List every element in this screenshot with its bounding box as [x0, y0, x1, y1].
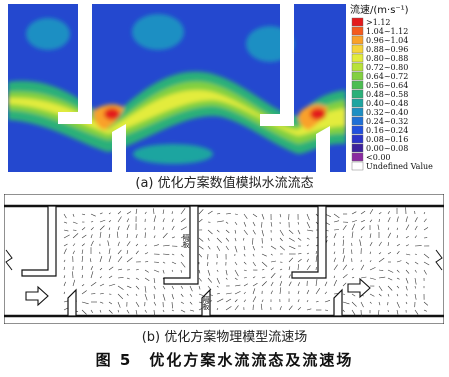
legend-swatch — [351, 44, 364, 54]
legend-label: <0.00 — [366, 153, 391, 162]
top-baffle-foot — [260, 114, 294, 126]
legend-label: 0.56~0.64 — [366, 81, 408, 90]
figure-title: 图 5 优化方案水流流态及流速场 — [95, 351, 354, 369]
legend-label: 0.72~0.80 — [366, 63, 408, 72]
legend-swatch — [351, 35, 364, 45]
top-baffle — [163, 205, 199, 285]
bottom-baffle — [333, 288, 343, 317]
baffle-label: 隔板 — [182, 233, 190, 249]
legend-label: 0.24~0.32 — [366, 117, 408, 126]
legend-swatch — [351, 62, 364, 72]
caption-b: (b) 优化方案物理模型流速场 — [141, 330, 308, 345]
legend-label: 0.64~0.72 — [366, 72, 408, 81]
legend-label: 0.00~0.08 — [366, 144, 408, 153]
outflow-arrow — [347, 277, 371, 299]
legend-label: 0.32~0.40 — [366, 108, 408, 117]
low-velocity-eddy — [26, 18, 70, 50]
legend-swatch — [351, 98, 364, 108]
top-baffle — [78, 4, 92, 124]
bottom-baffle — [201, 288, 211, 317]
legend-label: 0.40~0.48 — [366, 99, 408, 108]
high-velocity-spot — [310, 108, 326, 120]
legend-swatch — [351, 116, 364, 126]
legend-label: 0.48~0.58 — [366, 90, 408, 99]
legend-title: 流速/(m·s⁻¹) — [350, 3, 409, 16]
legend-swatch — [351, 17, 364, 27]
legend-label: 0.96~1.04 — [366, 36, 408, 45]
bottom-baffle — [67, 288, 77, 317]
legend-label: 0.08~0.16 — [366, 135, 408, 144]
break-mark-left — [5, 249, 13, 271]
top-baffle — [280, 4, 294, 126]
caption-a: (a) 优化方案数值模拟水流流态 — [135, 176, 314, 191]
top-baffle — [291, 205, 327, 279]
low-velocity-eddy — [133, 144, 213, 164]
physical-model-velocity-field: 隔板 隔板 — [4, 194, 444, 324]
legend-swatch — [351, 53, 364, 63]
legend-label: 0.88~0.96 — [366, 45, 408, 54]
high-velocity-spot — [104, 108, 120, 120]
flow-band-core — [8, 90, 346, 136]
numerical-flow-contour — [8, 4, 346, 172]
legend-label: Undefined Value — [366, 162, 433, 171]
legend-swatch — [351, 80, 364, 90]
inflow-arrow — [25, 285, 49, 307]
top-baffle-foot — [58, 112, 92, 124]
legend-swatch — [351, 89, 364, 99]
legend-label: 0.80~0.88 — [366, 54, 408, 63]
legend-swatch — [351, 143, 364, 153]
flow-band-mid — [8, 81, 346, 144]
legend-swatch — [351, 152, 364, 162]
baffle-label: 隔板 — [202, 295, 210, 311]
bottom-baffle — [316, 126, 330, 172]
top-baffle — [21, 205, 57, 277]
low-velocity-eddy — [132, 14, 184, 50]
legend-swatch — [351, 125, 364, 135]
velocity-legend: 流速/(m·s⁻¹) >1.121.04~1.120.96~1.040.88~0… — [350, 3, 433, 171]
legend-label: 0.16~0.24 — [366, 126, 408, 135]
legend-swatch — [351, 107, 364, 117]
legend-swatch — [351, 134, 364, 144]
break-mark-right — [435, 249, 443, 271]
bottom-baffle — [112, 124, 126, 172]
legend-label: >1.12 — [366, 18, 391, 27]
legend-swatch — [351, 161, 364, 171]
legend-label: 1.04~1.12 — [366, 27, 408, 36]
legend-swatch — [351, 26, 364, 36]
legend-swatch — [351, 71, 364, 81]
